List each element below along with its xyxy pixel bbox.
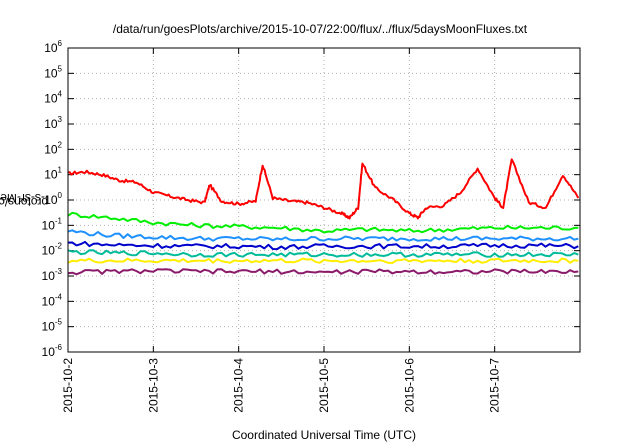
y-tick-label: 105 — [44, 64, 62, 80]
series-line — [67, 211, 579, 234]
y-tick-label: 10-6 — [42, 343, 63, 359]
y-tick-label: 10-5 — [42, 318, 63, 334]
x-tick-label: 2015-10-6 — [402, 358, 416, 413]
series-line — [67, 268, 579, 276]
x-tick-label: 2015-10-3 — [146, 358, 160, 413]
series-line — [67, 257, 579, 264]
y-tick-label: 102 — [44, 140, 62, 156]
series-line — [67, 249, 579, 258]
x-axis-label: Coordinated Universal Time (UTC) — [231, 428, 417, 442]
x-tick-label: 2015-10-2 — [61, 358, 75, 413]
x-tick-label: 2015-10-5 — [317, 358, 331, 413]
y-tick-label: 10-2 — [42, 242, 63, 258]
y-tick-label: 106 — [44, 39, 62, 55]
y-tick-label: 10-3 — [42, 267, 63, 283]
plot-frame — [67, 47, 581, 353]
y-tick-label: 104 — [44, 90, 62, 106]
y-tick-label: 10-1 — [42, 216, 63, 232]
chart-title: /data/run/goesPlots/archive/2015-10-07/2… — [112, 22, 528, 36]
series-line — [67, 240, 579, 251]
y-tick-label: 10-4 — [42, 292, 63, 308]
series-line — [67, 229, 579, 242]
y-tick-label: 100 — [44, 191, 62, 207]
x-tick-label: 2015-10-4 — [232, 358, 246, 413]
y-tick-label: 101 — [44, 166, 62, 182]
x-tick-label: 2015-10-7 — [488, 358, 502, 413]
y-tick-label: 103 — [44, 115, 62, 131]
series-line — [67, 158, 580, 220]
